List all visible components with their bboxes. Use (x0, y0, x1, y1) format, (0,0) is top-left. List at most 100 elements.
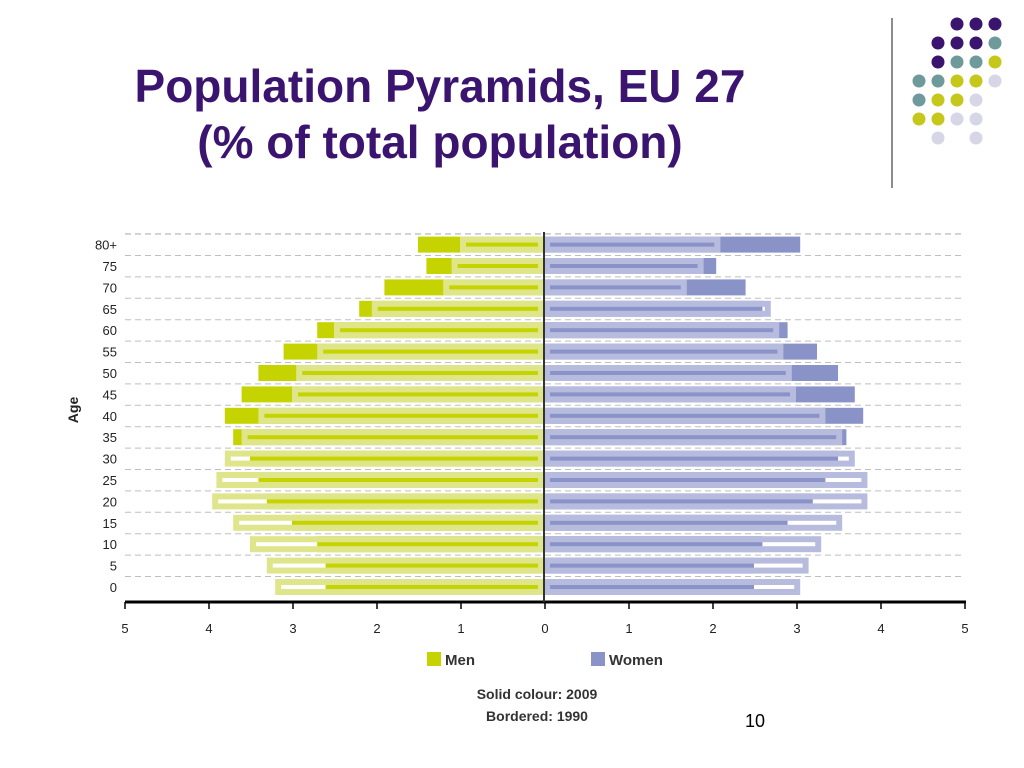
y-tick-label: 30 (103, 452, 117, 467)
decorative-dot (988, 17, 1002, 31)
bar-women-1990-35 (544, 429, 843, 446)
bar-men-1990-75 (451, 258, 545, 274)
legend-note-solid: Solid colour: 2009 (477, 686, 598, 702)
y-tick-labels: 0 5 10 15 20 25 30 35 40 45 50 55 60 65 70 75 80+ (95, 238, 117, 595)
decorative-dot (950, 112, 964, 126)
x-tick-label: 3 (793, 621, 800, 636)
page-number: 10 (745, 711, 766, 731)
decorative-dot (912, 74, 926, 88)
bar-women-1990-0 (544, 579, 801, 595)
bar-men-1990-65 (371, 300, 544, 317)
bar-men-1990-35 (241, 429, 544, 446)
bar-women-1990-20 (544, 493, 868, 510)
bar-women-1990-80+ (544, 236, 721, 253)
bar-men-1990-20 (212, 493, 544, 510)
decorative-dot-cluster (912, 17, 1002, 145)
decorative-dot (931, 93, 945, 107)
y-tick-label: 5 (110, 559, 117, 574)
bar-men-1990-70 (443, 279, 545, 296)
bars (212, 236, 868, 595)
x-tick-labels: 5 4 3 2 1 0 1 2 3 4 5 (121, 602, 969, 636)
legend: Men Women Solid colour: 2009 Bordered: 1… (427, 652, 663, 724)
bar-women-1990-50 (544, 365, 792, 381)
decorative-dot (969, 55, 983, 69)
bar-women-1990-25 (544, 472, 868, 488)
x-tick-label: 5 (121, 621, 128, 636)
y-tick-label: 60 (103, 323, 117, 338)
decorative-dot (969, 131, 983, 145)
decorative-dot (969, 93, 983, 107)
decorative-dot (969, 17, 983, 31)
y-tick-label: 55 (103, 345, 117, 360)
bar-women-1990-75 (544, 258, 704, 274)
bar-men-1990-60 (334, 322, 544, 339)
decorative-dot (950, 55, 964, 69)
x-tick-label: 5 (961, 621, 968, 636)
bar-men-1990-5 (266, 557, 544, 574)
y-tick-label: 40 (103, 409, 117, 424)
legend-women-label: Women (609, 652, 663, 669)
y-tick-label: 45 (103, 387, 117, 402)
bar-women-1990-55 (544, 343, 784, 360)
decorative-dot (931, 74, 945, 88)
x-tick-label: 3 (289, 621, 296, 636)
decorative-dot (931, 112, 945, 126)
bar-men-1990-80+ (460, 236, 544, 253)
x-tick-label: 1 (625, 621, 632, 636)
y-tick-label: 65 (103, 302, 117, 317)
legend-note-bordered: Bordered: 1990 (486, 708, 588, 724)
bar-men-1990-0 (275, 579, 544, 595)
y-tick-label: 75 (103, 259, 117, 274)
legend-men-swatch (427, 652, 441, 666)
bar-women-1990-10 (544, 536, 822, 553)
y-tick-label: 70 (103, 280, 117, 295)
decorative-dot (931, 55, 945, 69)
decorative-dot (950, 93, 964, 107)
y-tick-label: 50 (103, 366, 117, 381)
decorative-dot (969, 74, 983, 88)
x-tick-label: 4 (877, 621, 884, 636)
decorative-dot (950, 74, 964, 88)
y-tick-label: 35 (103, 430, 117, 445)
y-tick-label: 25 (103, 473, 117, 488)
y-tick-label: 80+ (95, 238, 117, 253)
bar-women-1990-45 (544, 386, 796, 403)
title-line-2: (% of total population) (197, 116, 683, 168)
bar-women-1990-60 (544, 322, 780, 339)
slide-title: Population Pyramids, EU 27 (% of total p… (60, 58, 820, 170)
decorative-dot (931, 36, 945, 50)
y-tick-label: 0 (110, 580, 117, 595)
x-tick-label: 1 (457, 621, 464, 636)
x-tick-label: 0 (541, 621, 548, 636)
bar-men-1990-30 (224, 450, 545, 467)
bar-women-1990-5 (544, 557, 809, 574)
y-tick-label: 20 (103, 494, 117, 509)
legend-women-swatch (591, 652, 605, 666)
decorative-dot (969, 112, 983, 126)
y-tick-label: 15 (103, 516, 117, 531)
y-tick-label: 10 (103, 537, 117, 552)
bar-women-1990-70 (544, 279, 687, 296)
bar-men-1990-40 (258, 407, 544, 424)
bar-women-1990-40 (544, 407, 826, 424)
title-divider-line (891, 18, 893, 188)
x-tick-label: 2 (373, 621, 380, 636)
decorative-dot (969, 36, 983, 50)
decorative-dot (988, 74, 1002, 88)
bar-men-1990-25 (216, 472, 544, 488)
decorative-dot (912, 93, 926, 107)
bar-women-1990-65 (544, 300, 771, 317)
decorative-dot (950, 36, 964, 50)
x-tick-label: 2 (709, 621, 716, 636)
decorative-dot (988, 55, 1002, 69)
bar-men-1990-10 (250, 536, 544, 553)
bar-women-1990-30 (544, 450, 855, 467)
bar-men-1990-55 (317, 343, 545, 360)
decorative-dot (912, 112, 926, 126)
decorative-dot (988, 36, 1002, 50)
decorative-dot (950, 17, 964, 31)
title-line-1: Population Pyramids, EU 27 (134, 60, 746, 112)
bar-women-1990-15 (544, 514, 843, 531)
bar-men-1990-50 (296, 365, 545, 381)
